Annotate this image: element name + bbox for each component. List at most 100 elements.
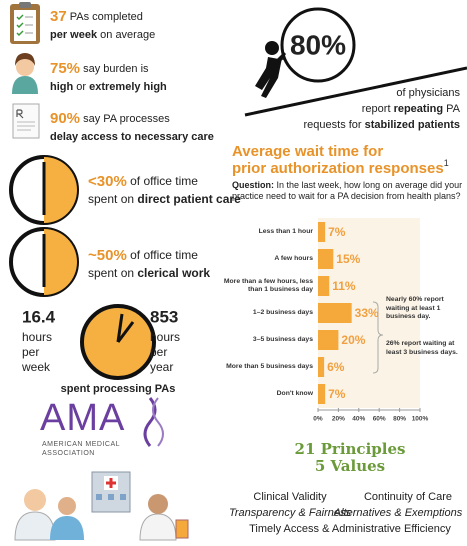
bar — [318, 330, 339, 350]
logo-mark — [143, 397, 164, 447]
principles-subtitle: 5 Values — [315, 457, 385, 475]
chart-title-line: Average wait time for — [232, 143, 383, 160]
annotation: Nearly 60% report waiting at least 1 bus… — [386, 296, 458, 332]
chart-title: prior authorization responses1 — [232, 158, 449, 177]
category-label-box: 1–2 business days — [214, 301, 313, 325]
bar — [318, 303, 352, 323]
logo-text: ASSOCIATION — [42, 450, 95, 457]
nurse-icon — [12, 53, 38, 94]
logo-text: AMERICAN MEDICAL — [42, 441, 120, 448]
category-label: More than a few hours, less than 1 busin… — [214, 274, 313, 298]
category-label-text: More than 5 business days — [226, 363, 313, 370]
bar-label: 33% — [355, 306, 379, 320]
x-tick-label: 20% — [332, 416, 345, 423]
stat-text: direct patient care — [137, 192, 241, 206]
bar — [318, 276, 330, 296]
stat-text: of office time — [127, 248, 198, 262]
stat-text: extremely high — [89, 81, 167, 93]
stat-line: delay access to necessary care — [50, 131, 214, 143]
title-note: 1 — [444, 158, 449, 168]
bar — [318, 357, 325, 377]
x-tick-label: 60% — [373, 416, 386, 423]
category-label-box: A few hours — [214, 247, 313, 271]
category-label-text: Less than 1 hour — [258, 228, 313, 235]
category-label-text: 1–2 business days — [252, 309, 313, 316]
annotation-box: Nearly 60% report waiting at least 1 bus… — [386, 296, 458, 332]
stat-text: stabilized patients — [365, 119, 460, 131]
stat-text: say PA processes — [80, 113, 170, 125]
bar-label: 6% — [327, 360, 345, 374]
medical-staff-illustration — [14, 471, 189, 541]
stat-line: 37 PAs completed — [50, 8, 143, 25]
clipboard-icon — [10, 2, 40, 44]
hours-unit: year — [150, 360, 173, 374]
category-label-text: A few hours — [274, 255, 313, 262]
stat-text: high — [50, 81, 73, 93]
stat-line: 90% say PA processes — [50, 110, 170, 127]
category-label: Less than 1 hour — [214, 220, 313, 244]
bar-label: 15% — [336, 252, 360, 266]
hours-value: 853 — [150, 307, 178, 326]
clock-icon — [9, 227, 79, 297]
stat-text: spent on — [88, 266, 137, 280]
principle-value: Continuity of Care — [364, 491, 452, 503]
category-label-box: Don't know — [214, 382, 313, 406]
principle-value: Alternatives & Exemptions — [333, 507, 463, 519]
stat-number: 37 — [50, 8, 67, 25]
question-text: In the last week, how long on average di… — [232, 180, 463, 201]
category-label-box: 3–5 business days — [214, 328, 313, 352]
principle-value: Clinical Validity — [253, 491, 327, 503]
hours-unit: per — [22, 345, 39, 359]
x-tick-label: 0% — [313, 416, 323, 423]
stat-text: repeating — [394, 103, 444, 115]
hours-unit: hours — [22, 330, 52, 344]
bar — [318, 249, 334, 269]
bar-label: 20% — [341, 333, 365, 347]
stat-text: report — [362, 103, 394, 115]
stat-text: PA — [443, 103, 461, 115]
question-label: Question: — [232, 180, 274, 190]
stat-text: delay access to necessary care — [50, 131, 214, 143]
stat-text: of physicians — [396, 87, 460, 99]
question-box: Question: In the last week, how long on … — [232, 180, 464, 218]
hours-unit: per — [150, 345, 167, 359]
stat-text: requests for — [304, 119, 365, 131]
bracket — [372, 301, 384, 374]
principles-title: 21 Principles — [295, 440, 406, 458]
stat-line: ~50% of office time — [88, 247, 198, 264]
callout-line: report repeating PA — [362, 103, 461, 115]
stat-line: 75% say burden is — [50, 60, 149, 77]
category-label-text: More than a few hours, less than 1 busin… — [223, 278, 313, 293]
stat-text: say burden is — [80, 63, 149, 75]
stat-line: spent on clerical work — [88, 266, 210, 280]
category-label-box: Less than 1 hour — [214, 220, 313, 244]
stat-line: <30% of office time — [88, 173, 198, 190]
category-label-text: Don't know — [276, 390, 313, 397]
pushing-figure — [244, 7, 467, 117]
hours-unit: hours — [150, 330, 180, 344]
stat-text: on average — [97, 29, 155, 41]
x-tick-label: 80% — [393, 416, 406, 423]
x-tick-label: 100% — [412, 416, 429, 423]
clock-icon — [80, 304, 156, 380]
category-label-box: More than a few hours, less than 1 busin… — [214, 274, 313, 298]
chart-title: Average wait time for — [232, 143, 383, 160]
stat-text: or — [73, 81, 89, 93]
stat-line: high or extremely high — [50, 81, 167, 93]
annotation-text: 26% report waiting at least 3 business d… — [386, 340, 458, 356]
prescription-icon — [12, 103, 40, 139]
callout-line: requests for stabilized patients — [304, 119, 461, 131]
stat-line: per week on average — [50, 29, 155, 41]
question: Question: In the last week, how long on … — [232, 180, 464, 218]
stat-number: <30% — [88, 173, 127, 190]
category-label-box: More than 5 business days — [214, 355, 313, 379]
stat-number: 90% — [50, 110, 80, 127]
principle-value: Transparency & Fairness — [229, 507, 352, 519]
logo-name: AMA — [40, 397, 125, 439]
hours-unit: week — [21, 360, 51, 374]
stat-text: of office time — [127, 174, 198, 188]
hours-value: 16.4 — [22, 307, 56, 326]
stat-number: ~50% — [88, 247, 127, 264]
